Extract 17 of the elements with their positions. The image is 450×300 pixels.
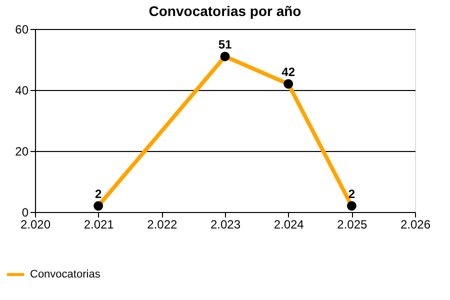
x-tick-label: 2.021 — [84, 218, 114, 232]
y-tick-label: 0 — [22, 206, 29, 220]
x-tick-label: 2.020 — [20, 218, 51, 232]
x-tick-label: 2.023 — [210, 218, 241, 232]
x-tick-label: 2.026 — [400, 218, 431, 232]
x-tick-label: 2.022 — [147, 218, 178, 232]
y-tick-label: 20 — [15, 144, 29, 158]
chart-title: Convocatorias por año — [148, 3, 302, 19]
data-label: 2 — [348, 186, 356, 201]
y-tick-label: 40 — [15, 84, 29, 98]
y-tick-label: 60 — [15, 22, 29, 36]
data-label: 51 — [218, 37, 232, 52]
data-label: 2 — [94, 186, 102, 201]
x-tick-label: 2.024 — [274, 218, 304, 232]
x-tick-label: 2.025 — [337, 218, 368, 232]
legend-label: Convocatorias — [30, 268, 101, 280]
data-label: 42 — [282, 64, 296, 79]
